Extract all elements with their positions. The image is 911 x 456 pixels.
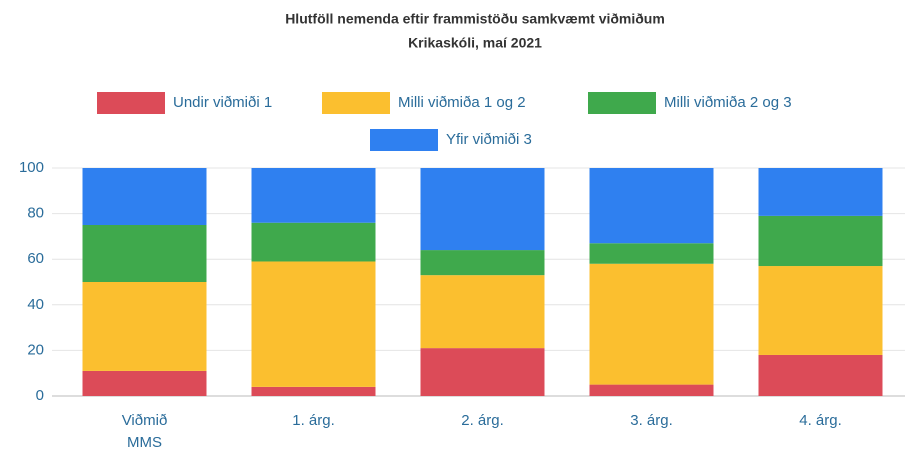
legend-label: Undir viðmiði 1 <box>173 94 272 111</box>
y-tick-label: 40 <box>27 296 44 313</box>
y-tick-label: 20 <box>27 341 44 358</box>
bar-segment <box>758 354 883 396</box>
bar-segment <box>758 266 883 355</box>
bar-segment <box>420 348 545 396</box>
legend-swatch <box>370 129 438 151</box>
x-tick-label: 3. árg. <box>630 412 673 429</box>
bar-segment <box>420 275 545 349</box>
y-tick-label: 80 <box>27 205 44 222</box>
y-tick-label: 100 <box>19 159 44 176</box>
legend-label: Milli viðmiða 1 og 2 <box>398 94 526 111</box>
bar-segment <box>420 250 545 276</box>
bar-segment <box>589 168 714 244</box>
bar-segment <box>251 168 376 223</box>
bar-segment <box>251 386 376 396</box>
x-tick-label: 1. árg. <box>292 412 335 429</box>
bar-segment <box>589 384 714 396</box>
legend-label: Yfir viðmiði 3 <box>446 131 532 148</box>
bar-segment <box>82 370 207 396</box>
legend-label: Milli viðmiða 2 og 3 <box>664 94 792 111</box>
x-tick-label: 2. árg. <box>461 412 504 429</box>
legend-swatch <box>97 92 165 114</box>
bar-segment <box>589 243 714 264</box>
bar-segment <box>82 168 207 225</box>
bar-segment <box>758 215 883 267</box>
bar-segment <box>251 261 376 387</box>
y-tick-label: 0 <box>36 387 44 404</box>
x-tick-label: Viðmið MMS <box>121 412 168 451</box>
x-tick-label: 4. árg. <box>799 412 842 429</box>
legend-swatch <box>588 92 656 114</box>
bar-segment <box>420 168 545 251</box>
chart-title: Hlutföll nemenda eftir frammistöðu samkv… <box>285 11 665 27</box>
bar-segment <box>589 263 714 385</box>
y-tick-label: 60 <box>27 250 44 267</box>
chart-subtitle: Krikaskóli, maí 2021 <box>408 35 542 51</box>
bar-segment <box>82 225 207 282</box>
bar-segment <box>82 282 207 371</box>
bar-segment <box>758 168 883 216</box>
legend-swatch <box>322 92 390 114</box>
bar-segment <box>251 222 376 262</box>
